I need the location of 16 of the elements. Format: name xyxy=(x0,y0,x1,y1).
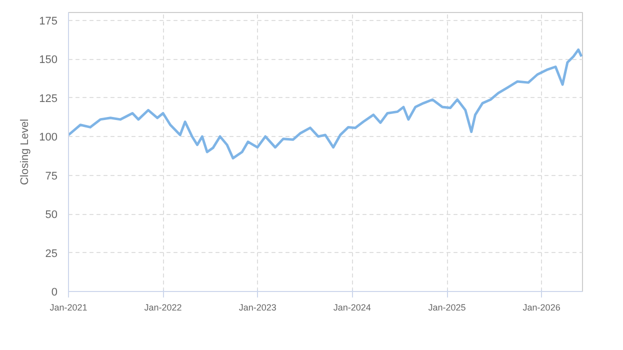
y-tick-label: 50 xyxy=(45,209,58,221)
x-tick-label: Jan-2026 xyxy=(522,302,560,312)
y-tick-label: 150 xyxy=(39,54,58,66)
y-tick-label: 175 xyxy=(39,15,58,28)
x-tick-label: Jan-2025 xyxy=(428,302,466,312)
x-tick-label: Jan-2021 xyxy=(50,302,88,312)
y-tick-label: 25 xyxy=(45,248,58,260)
y-axis-title: Closing Level xyxy=(19,118,32,186)
y-tick-label: 0 xyxy=(51,286,58,298)
x-tick-label: Jan-2023 xyxy=(238,302,276,312)
y-tick-label: 75 xyxy=(45,170,58,182)
line-series xyxy=(68,48,582,160)
x-tick-label: Jan-2024 xyxy=(333,302,371,312)
y-tick-label: 125 xyxy=(39,92,58,105)
y-tick-label: 100 xyxy=(39,132,58,144)
x-tick-label: Jan-2022 xyxy=(144,302,182,312)
